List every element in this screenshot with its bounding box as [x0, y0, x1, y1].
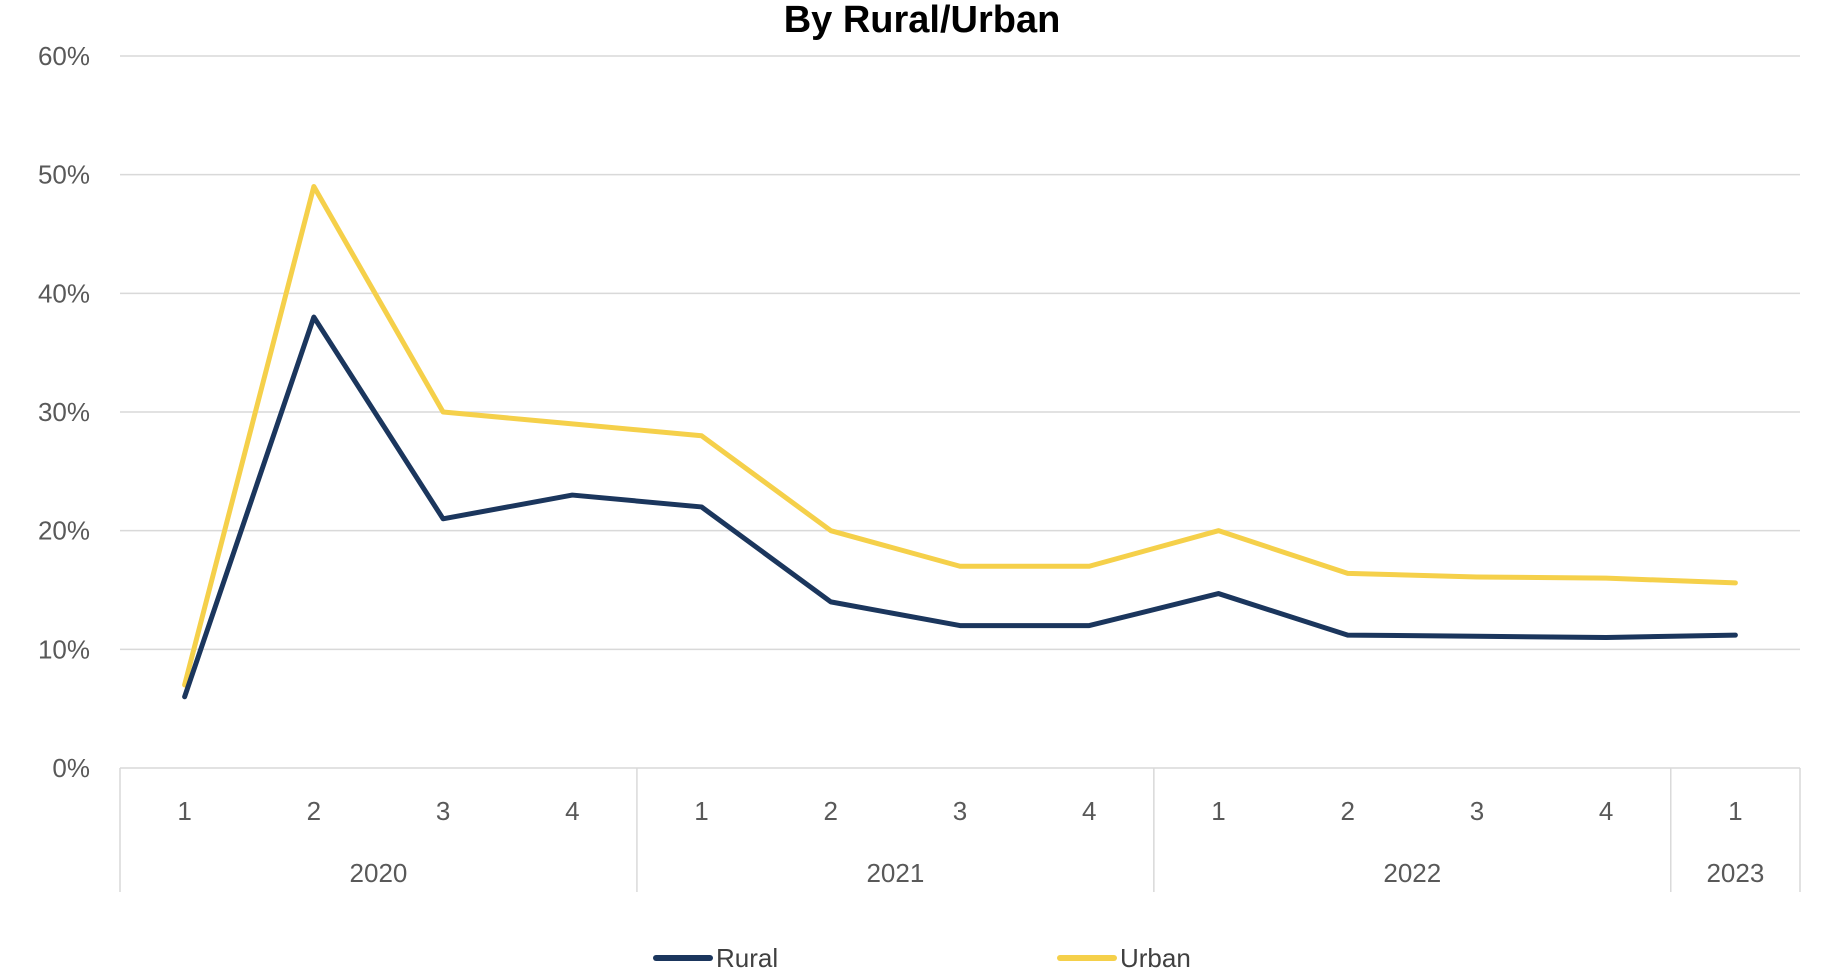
x-tick-label: 4	[565, 796, 579, 826]
gridlines	[120, 55, 1800, 769]
x-axis: 1 2 3 4 1 2 3 4 1 2 3 4 1 2020 2021 2022 2023	[119, 768, 1801, 892]
x-tick-label: 4	[1082, 796, 1096, 826]
y-tick-label: 10%	[38, 634, 90, 664]
x-group-label: 2023	[1706, 858, 1764, 888]
series-lines	[182, 184, 1738, 700]
legend: Rural Urban	[653, 943, 1191, 973]
x-tick-label: 1	[1211, 796, 1225, 826]
x-tick-label: 3	[1470, 796, 1484, 826]
x-tick-label: 2	[1340, 796, 1354, 826]
x-group-label: 2020	[350, 858, 408, 888]
chart-title: By Rural/Urban	[784, 0, 1061, 41]
y-tick-label: 40%	[38, 278, 90, 308]
x-tick-label: 1	[177, 796, 191, 826]
x-tick-label: 3	[953, 796, 967, 826]
y-tick-label: 30%	[38, 397, 90, 427]
x-tick-label: 4	[1599, 796, 1613, 826]
x-tick-label: 2	[307, 796, 321, 826]
y-axis-ticks: 0% 10% 20% 30% 40% 50% 60%	[38, 41, 90, 783]
x-tick-label: 2	[824, 796, 838, 826]
y-tick-label: 0%	[52, 753, 90, 783]
series-line-rural	[182, 314, 1738, 700]
x-group-label: 2022	[1383, 858, 1441, 888]
x-tick-label: 3	[436, 796, 450, 826]
series-line-urban	[182, 184, 1738, 688]
x-tick-label: 1	[694, 796, 708, 826]
legend-label-urban: Urban	[1120, 943, 1191, 973]
x-group-label: 2021	[866, 858, 924, 888]
y-tick-label: 50%	[38, 160, 90, 190]
y-tick-label: 60%	[38, 41, 90, 71]
x-tick-label: 1	[1728, 796, 1742, 826]
y-tick-label: 20%	[38, 516, 90, 546]
legend-label-rural: Rural	[716, 943, 778, 973]
